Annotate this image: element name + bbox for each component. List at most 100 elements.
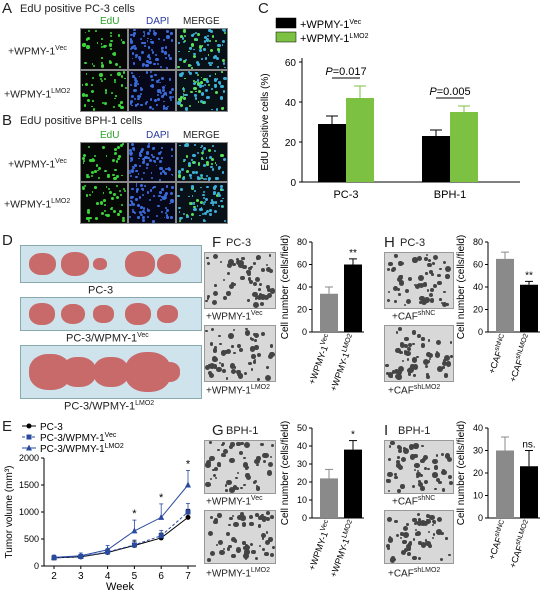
e-legend-label-2: PC-3/WPMY-1LMO2 xyxy=(40,443,124,455)
cell-dot xyxy=(159,179,161,181)
f-cat-label-1: +WPMY-1LMO2 xyxy=(327,333,358,393)
panel-g-vec-image xyxy=(204,440,276,494)
cell-dot xyxy=(135,188,139,192)
cell-dot xyxy=(129,170,132,173)
i-sig-0: ns. xyxy=(522,440,535,451)
cell-dot xyxy=(132,75,135,78)
cell-dot xyxy=(115,63,118,66)
h-ytick-label-3: 60 xyxy=(473,260,483,270)
c-ytick-label-0: 0 xyxy=(290,178,296,189)
cell-dot xyxy=(170,154,173,157)
cell-dot xyxy=(108,43,113,47)
cell-dot xyxy=(158,190,162,194)
cell-dot xyxy=(247,271,252,277)
cell-dot xyxy=(194,80,198,84)
cell-dot xyxy=(97,176,100,179)
cell-dot xyxy=(114,148,118,152)
cell-dot xyxy=(159,198,163,202)
cell-dot xyxy=(161,210,164,213)
cell-dot xyxy=(84,94,88,98)
cell-dot xyxy=(131,146,135,150)
cell-dot xyxy=(266,285,271,290)
cell-dot xyxy=(158,194,162,198)
cell-dot xyxy=(153,62,156,66)
cell-dot xyxy=(190,90,193,94)
cell-dot xyxy=(250,368,254,371)
cell-dot xyxy=(419,301,423,304)
cell-dot xyxy=(251,353,256,359)
cell-dot xyxy=(163,216,166,219)
cell-dot xyxy=(110,206,113,209)
cell-dot xyxy=(415,355,419,359)
cell-dot xyxy=(93,154,97,158)
cell-dot xyxy=(214,201,218,204)
cell-dot xyxy=(154,99,158,103)
cell-dot xyxy=(240,515,246,521)
cell-dot xyxy=(140,178,143,181)
cell-dot xyxy=(132,34,135,37)
e-ytick-label-1: 500 xyxy=(24,534,39,544)
cell-dot xyxy=(101,62,103,65)
cell-dot xyxy=(224,219,227,222)
cell-dot xyxy=(184,77,186,80)
cell-dot xyxy=(445,537,448,540)
cell-dot xyxy=(228,444,233,449)
cell-dot xyxy=(405,288,410,294)
cell-dot xyxy=(402,359,405,362)
chart-e: 0 500 1000 1500 2000 2 3 4 5 6 7 Week Tumor volume (… xyxy=(4,422,196,590)
h-ytick-label-2: 40 xyxy=(473,282,483,292)
cell-dot xyxy=(238,451,244,456)
cell-dot xyxy=(112,53,115,56)
h-bar-1 xyxy=(520,284,538,332)
cell-dot xyxy=(152,108,154,110)
cell-dot xyxy=(217,539,223,545)
e-point-2-2 xyxy=(104,546,111,553)
cell-dot xyxy=(186,214,189,216)
cell-dot xyxy=(258,282,262,286)
cell-dot xyxy=(268,461,274,467)
cell-dot xyxy=(120,106,124,110)
cell-dot xyxy=(209,441,213,445)
panel-a-channel-dapi: DAPI xyxy=(146,16,170,27)
h-ytick-label-1: 20 xyxy=(473,305,483,315)
cell-dot xyxy=(90,84,93,87)
cell-dot xyxy=(153,185,156,188)
cell-dot xyxy=(254,297,258,300)
c-bar-1-1 xyxy=(450,112,478,182)
cell-dot xyxy=(151,78,154,82)
cell-dot xyxy=(164,196,167,200)
c-legend-label-0: +WPMY-1Vec xyxy=(300,19,362,31)
cell-dot xyxy=(245,328,248,331)
cell-dot xyxy=(116,174,120,178)
cell-dot xyxy=(210,156,212,159)
cell-dot xyxy=(208,179,210,181)
cell-dot xyxy=(183,29,187,33)
cell-dot xyxy=(157,89,161,93)
e-ytick-label-2: 1000 xyxy=(19,507,39,517)
cell-dot xyxy=(406,299,412,305)
cell-dot xyxy=(229,516,234,521)
cell-dot xyxy=(158,37,160,40)
cell-dot xyxy=(137,56,141,59)
cell-dot xyxy=(130,157,134,161)
cell-dot xyxy=(109,31,112,34)
i-cat-label-0: +CAFshNC xyxy=(486,519,510,561)
cell-dot xyxy=(150,172,153,174)
cell-dot xyxy=(270,552,275,558)
cell-dot xyxy=(178,42,181,44)
cell-dot xyxy=(230,363,236,369)
cell-dot xyxy=(199,100,204,104)
e-legend-marker-1 xyxy=(26,434,32,440)
cell-dot xyxy=(206,38,210,42)
cell-dot xyxy=(213,150,217,153)
cell-dot xyxy=(397,445,402,450)
tumor-specimen xyxy=(61,303,86,325)
cell-dot xyxy=(149,158,153,162)
cell-dot xyxy=(256,456,261,461)
cell-dot xyxy=(216,193,219,197)
cell-dot xyxy=(167,105,169,108)
cell-dot xyxy=(165,57,168,60)
cell-dot xyxy=(216,367,222,373)
cell-dot xyxy=(206,294,211,299)
cell-dot xyxy=(211,168,215,171)
